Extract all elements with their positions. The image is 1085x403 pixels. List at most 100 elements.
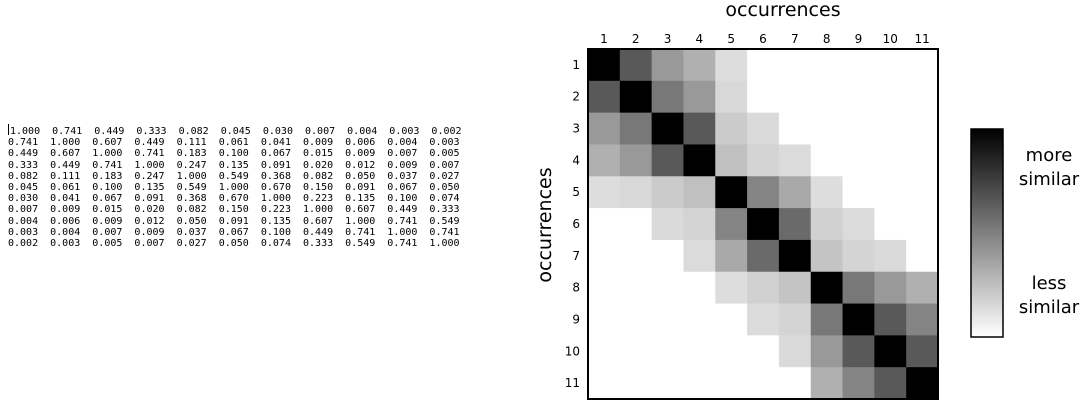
heatmap-cell xyxy=(778,271,812,304)
heatmap-cell xyxy=(619,271,653,304)
heatmap-cell xyxy=(778,176,812,209)
heatmap-cell xyxy=(651,49,684,82)
heatmap-cell xyxy=(874,335,907,368)
heatmap-cell xyxy=(747,112,780,145)
matrix-row-text: 0.004 0.006 0.009 0.012 0.050 0.091 0.13… xyxy=(8,215,460,227)
matrix-row-text: 0.045 0.061 0.100 0.135 0.549 1.000 0.67… xyxy=(8,182,460,194)
matrix-row: 0.449 0.607 1.000 0.741 0.183 0.100 0.06… xyxy=(8,148,462,159)
y-tick-label: 4 xyxy=(572,153,580,167)
heatmap-cell xyxy=(747,49,780,82)
x-tick-label: 7 xyxy=(791,32,799,46)
heatmap-cell xyxy=(683,176,716,209)
heatmap-cell xyxy=(747,271,780,304)
heatmap-cell xyxy=(810,80,843,114)
heatmap-cell xyxy=(683,335,716,368)
heatmap-cell xyxy=(683,367,716,400)
heatmap-cell xyxy=(874,176,907,209)
heatmap-cell xyxy=(810,144,843,177)
heatmap-cell xyxy=(906,335,939,368)
matrix-row: 1.000 0.741 0.449 0.333 0.082 0.045 0.03… xyxy=(8,124,462,137)
heatmap-cell xyxy=(747,303,780,336)
heatmap-cell xyxy=(874,49,907,82)
heatmap-cell xyxy=(588,80,621,114)
heatmap-cell xyxy=(778,80,812,114)
matrix-row-text: 0.003 0.004 0.007 0.009 0.037 0.067 0.10… xyxy=(8,226,460,238)
y-axis-title: occurrences xyxy=(534,167,556,282)
x-tick-label: 11 xyxy=(914,32,929,46)
heatmap-cell xyxy=(588,176,621,209)
heatmap-cell xyxy=(810,271,843,304)
heatmap-cell xyxy=(715,208,748,241)
heatmap-cell xyxy=(651,239,684,273)
heatmap-cell xyxy=(874,239,907,273)
x-tick-label: 10 xyxy=(883,32,898,46)
y-tick-label: 3 xyxy=(572,122,580,136)
heatmap-cell xyxy=(778,367,812,400)
heatmap-cell xyxy=(651,303,684,336)
x-tick-label: 8 xyxy=(823,32,831,46)
similarity-matrix-text: 1.000 0.741 0.449 0.333 0.082 0.045 0.03… xyxy=(8,124,462,249)
heatmap-cell xyxy=(651,271,684,304)
heatmap-cell xyxy=(874,271,907,304)
heatmap-cell xyxy=(619,176,653,209)
heatmap-cell xyxy=(683,208,716,241)
x-tick-label: 4 xyxy=(696,32,704,46)
matrix-row-text: 0.002 0.003 0.005 0.007 0.027 0.050 0.07… xyxy=(8,238,460,250)
y-tick-label: 8 xyxy=(572,281,580,295)
heatmap-cell xyxy=(874,144,907,177)
heatmap-cell xyxy=(906,80,939,114)
heatmap-cell xyxy=(778,208,812,241)
heatmap-cell xyxy=(842,49,875,82)
heatmap-cell xyxy=(906,303,939,336)
heatmap-cell xyxy=(906,271,939,304)
x-tick-label: 2 xyxy=(632,32,640,46)
heatmap-cell xyxy=(906,208,939,241)
y-tick-label: 7 xyxy=(572,249,580,263)
heatmap-cell xyxy=(842,112,875,145)
text-cursor xyxy=(8,124,9,135)
heatmap-cell xyxy=(906,367,939,400)
heatmap-cell xyxy=(588,144,621,177)
x-tick-label: 1 xyxy=(600,32,608,46)
heatmap-cell xyxy=(715,176,748,209)
heatmap-cell xyxy=(619,49,653,82)
colorbar-bottom-label-line2: similar xyxy=(1019,297,1080,318)
heatmap-cell xyxy=(842,80,875,114)
heatmap-cell xyxy=(810,208,843,241)
heatmap-cell xyxy=(842,176,875,209)
heatmap-cell xyxy=(747,239,780,273)
y-tick-label: 6 xyxy=(572,217,580,231)
heatmap-cell xyxy=(842,239,875,273)
heatmap-border xyxy=(587,48,939,400)
heatmap-cell xyxy=(906,49,939,82)
heatmap-cell xyxy=(874,80,907,114)
heatmap-cell xyxy=(715,271,748,304)
colorbar xyxy=(970,128,1004,338)
heatmap-cell xyxy=(619,80,653,114)
matrix-row-text: 0.333 0.449 0.741 1.000 0.247 0.135 0.09… xyxy=(8,159,460,171)
heatmap-cell xyxy=(683,303,716,336)
heatmap-cell xyxy=(715,49,748,82)
heatmap-cell xyxy=(842,144,875,177)
heatmap-cell xyxy=(619,303,653,336)
heatmap-cell xyxy=(715,239,748,273)
y-tick-label: 9 xyxy=(572,312,580,326)
heatmap-cell xyxy=(810,239,843,273)
heatmap-cell xyxy=(778,303,812,336)
heatmap-cell xyxy=(588,208,621,241)
heatmap-cell xyxy=(842,367,875,400)
heatmap-cell xyxy=(619,335,653,368)
heatmap-cell xyxy=(842,303,875,336)
heatmap-cell xyxy=(810,112,843,145)
x-tick-labels: 1 2 3 4 5 6 7 8 9 10 11 xyxy=(600,32,930,46)
matrix-row-text: 0.030 0.041 0.067 0.091 0.368 0.670 1.00… xyxy=(8,193,460,205)
matrix-row: 0.333 0.449 0.741 1.000 0.247 0.135 0.09… xyxy=(8,160,462,171)
matrix-row: 0.030 0.041 0.067 0.091 0.368 0.670 1.00… xyxy=(8,193,462,204)
heatmap-cell xyxy=(588,239,621,273)
matrix-row: 0.003 0.004 0.007 0.009 0.037 0.067 0.10… xyxy=(8,227,462,238)
y-tick-labels: 1 2 3 4 5 6 7 8 9 10 11 xyxy=(565,58,580,390)
heatmap-cell xyxy=(715,303,748,336)
matrix-row-text: 1.000 0.741 0.449 0.333 0.082 0.045 0.03… xyxy=(10,126,462,137)
matrix-row-text: 0.449 0.607 1.000 0.741 0.183 0.100 0.06… xyxy=(8,148,460,160)
